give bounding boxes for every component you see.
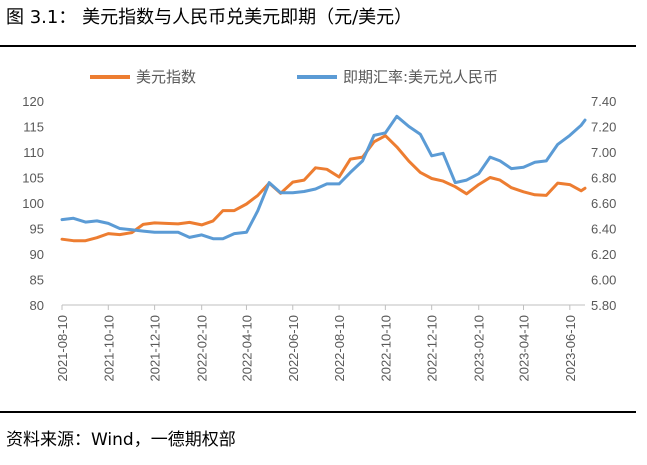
y-left-tick-label: 110 (23, 145, 44, 160)
x-tick-label: 2022-10-10 (378, 315, 393, 382)
y-right-tick-label: 7.20 (591, 120, 616, 135)
y-left-tick-label: 120 (22, 94, 44, 109)
y-left-tick-label: 115 (23, 120, 44, 135)
x-tick-label: 2022-06-10 (286, 315, 301, 382)
usdcny-spot-line (60, 114, 587, 241)
x-tick-label: 2021-08-10 (55, 315, 70, 382)
source-note: 资料来源：Wind，一德期权部 (6, 430, 236, 450)
chart-axes: 80 85 90 95 100 105 110 115 120 5.80 6.00 6.20 6.40 6… (22, 94, 616, 382)
y-right-tick-label: 6.80 (591, 171, 616, 186)
x-tick-label: 2023-02-10 (472, 315, 487, 382)
x-tick-label: 2022-08-10 (332, 315, 347, 382)
chart-series (60, 114, 587, 243)
y-left-tick-label: 85 (30, 273, 44, 288)
x-tick-label: 2023-04-10 (517, 315, 532, 382)
x-tick-label: 2021-10-10 (101, 315, 116, 382)
y-left-tick-label: 80 (30, 298, 44, 313)
x-tick-label: 2023-06-10 (563, 315, 578, 382)
legend-label: 美元指数 (136, 68, 196, 86)
top-rule (0, 45, 636, 47)
legend-label: 即期汇率:美元兑人民币 (343, 68, 498, 86)
bottom-rule (0, 411, 636, 413)
usd-index-line (60, 134, 587, 243)
y-left-tick-label: 90 (30, 247, 44, 262)
x-tick-label: 2022-04-10 (239, 315, 254, 382)
y-right-tick-label: 7.40 (591, 94, 616, 109)
y-right-tick-label: 5.80 (591, 298, 616, 313)
chart-legend: 美元指数 即期汇率:美元兑人民币 (90, 68, 498, 86)
y-right-tick-label: 6.40 (591, 222, 616, 237)
y-right-tick-label: 6.20 (591, 247, 616, 262)
y-left-tick-label: 95 (30, 222, 44, 237)
y-left-tick-label: 105 (22, 171, 44, 186)
y-right-tick-label: 7.00 (591, 145, 616, 160)
y-right-tick-label: 6.00 (591, 273, 616, 288)
x-tick-label: 2022-02-10 (195, 315, 210, 382)
x-tick-label: 2022-12-10 (425, 315, 440, 382)
x-tick-label: 2021-12-10 (148, 315, 163, 382)
y-left-tick-label: 100 (22, 196, 44, 211)
figure-title: 图 3.1： 美元指数与人民币兑美元即期（元/美元） (6, 7, 413, 28)
y-right-tick-label: 6.60 (591, 196, 616, 211)
